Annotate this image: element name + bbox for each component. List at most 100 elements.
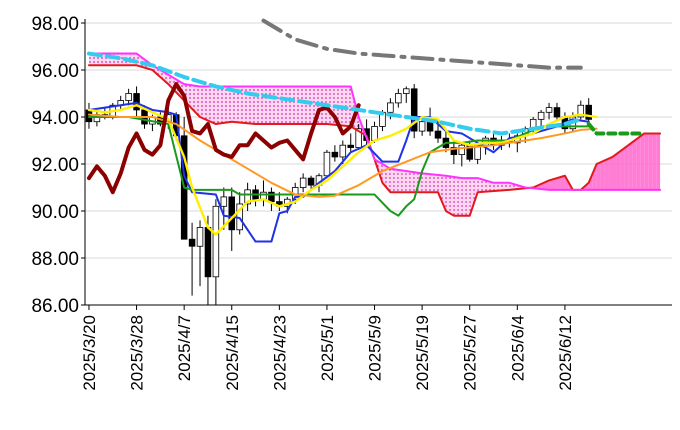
cloud-segment — [207, 86, 212, 123]
cloud-segment — [636, 136, 641, 190]
cloud-segment — [287, 86, 292, 125]
x-tick-label: 2025/4/15 — [223, 315, 242, 391]
candle-up — [403, 88, 410, 94]
candle-up — [371, 126, 378, 141]
candle-up — [339, 144, 347, 158]
cloud-segment — [223, 86, 228, 123]
candle-down — [410, 88, 418, 132]
sma-mid-line — [87, 113, 598, 198]
cloud-segment — [453, 176, 458, 216]
cloud-segment — [592, 164, 597, 190]
cloud-segment — [410, 171, 415, 193]
cloud-segment — [211, 86, 216, 125]
y-tick-label: 92.00 — [31, 155, 79, 176]
cloud-segment — [88, 53, 93, 66]
candle-down — [553, 107, 561, 118]
y-tick-label: 96.00 — [31, 61, 79, 82]
mid-ma-line — [86, 51, 583, 136]
y-tick-label: 94.00 — [31, 108, 79, 129]
cloud-segment — [227, 86, 232, 123]
y-tick-label: 90.00 — [31, 202, 79, 223]
cloud-segment — [616, 151, 621, 190]
cloud-segment — [624, 145, 629, 190]
x-tick-label: 2025/5/1 — [318, 315, 337, 381]
cloud-segment — [196, 85, 201, 117]
cloud-segment — [251, 86, 256, 125]
candle-down — [307, 177, 315, 186]
cloud-segment — [434, 174, 438, 193]
candle-down — [133, 93, 140, 111]
cloud-segment — [243, 86, 248, 124]
x-tick-label: 2025/6/4 — [508, 315, 527, 381]
chikou-line — [86, 82, 361, 195]
cloud-segment — [505, 182, 510, 191]
candle-up — [212, 205, 220, 278]
candle-down — [450, 147, 458, 156]
cloud-segment — [652, 133, 657, 190]
cloud-segment — [263, 86, 268, 125]
cloud-segment — [279, 86, 284, 125]
senkou-span-b-line — [87, 52, 662, 191]
cloud-segment — [275, 86, 280, 125]
cloud-segment — [596, 162, 601, 190]
cloud-segment — [406, 171, 411, 193]
candle-up — [577, 104, 585, 118]
cloud-segment — [477, 178, 482, 193]
cloud-segment — [271, 86, 276, 125]
cloud-segment — [608, 156, 613, 190]
cloud-segment — [497, 182, 502, 191]
cloud-segment — [604, 158, 609, 190]
cloud-segment — [192, 85, 197, 113]
cloud-segment — [188, 84, 193, 109]
candle-down — [85, 109, 93, 123]
cloud-segment — [203, 86, 208, 121]
y-tick-label: 88.00 — [31, 249, 79, 270]
cloud-segment — [556, 176, 561, 190]
senkou-span-a-line — [87, 64, 662, 217]
x-tick-label: 2025/5/9 — [366, 315, 385, 381]
cloud-segment — [394, 169, 399, 193]
cloud-segment — [437, 174, 442, 202]
cloud-segment — [481, 179, 486, 192]
x-tick-label: 2025/4/7 — [175, 315, 194, 381]
cloud-segment — [461, 178, 466, 216]
cloud-segment — [640, 133, 645, 190]
cloud-segment — [644, 133, 649, 190]
cloud-segment — [255, 86, 260, 125]
cloud-segment — [267, 86, 272, 125]
candle-up — [125, 93, 132, 101]
candle-down — [228, 196, 236, 231]
cloud-segment — [402, 170, 407, 193]
cloud-segment — [215, 86, 220, 125]
x-tick-label: 2025/3/20 — [80, 315, 99, 391]
axes — [84, 19, 672, 306]
cloud-segment — [600, 160, 605, 190]
candle-down — [426, 121, 434, 132]
candle-up — [355, 128, 362, 148]
candle-down — [585, 104, 592, 120]
cloud-segment — [628, 142, 633, 190]
long-ma-line — [261, 18, 583, 70]
kijun-future-line — [586, 122, 647, 136]
candle-up — [537, 111, 545, 120]
cloud-segment — [465, 178, 470, 216]
cloud-segment — [239, 86, 244, 123]
cloud-segment — [612, 154, 617, 190]
y-tick-label: 98.00 — [31, 14, 79, 35]
cloud-segment — [295, 86, 300, 125]
cloud-segment — [449, 176, 454, 216]
candle-down — [204, 227, 212, 278]
cloud-segment — [231, 86, 236, 123]
x-tick-label: 2025/5/27 — [461, 315, 480, 391]
cloud-segment — [219, 86, 224, 124]
x-tick-label: 2025/4/23 — [270, 315, 289, 391]
cloud-segment — [430, 174, 435, 193]
cloud-segment — [553, 178, 557, 190]
cloud-segment — [632, 139, 637, 190]
cloud-segment — [283, 86, 288, 125]
cloud-segment — [620, 148, 625, 190]
x-tick-label: 2025/3/28 — [128, 315, 147, 391]
x-axis-ticks: 2025/3/20 2025/3/28 2025/4/7 2025/4/15 2025/… — [80, 305, 575, 391]
